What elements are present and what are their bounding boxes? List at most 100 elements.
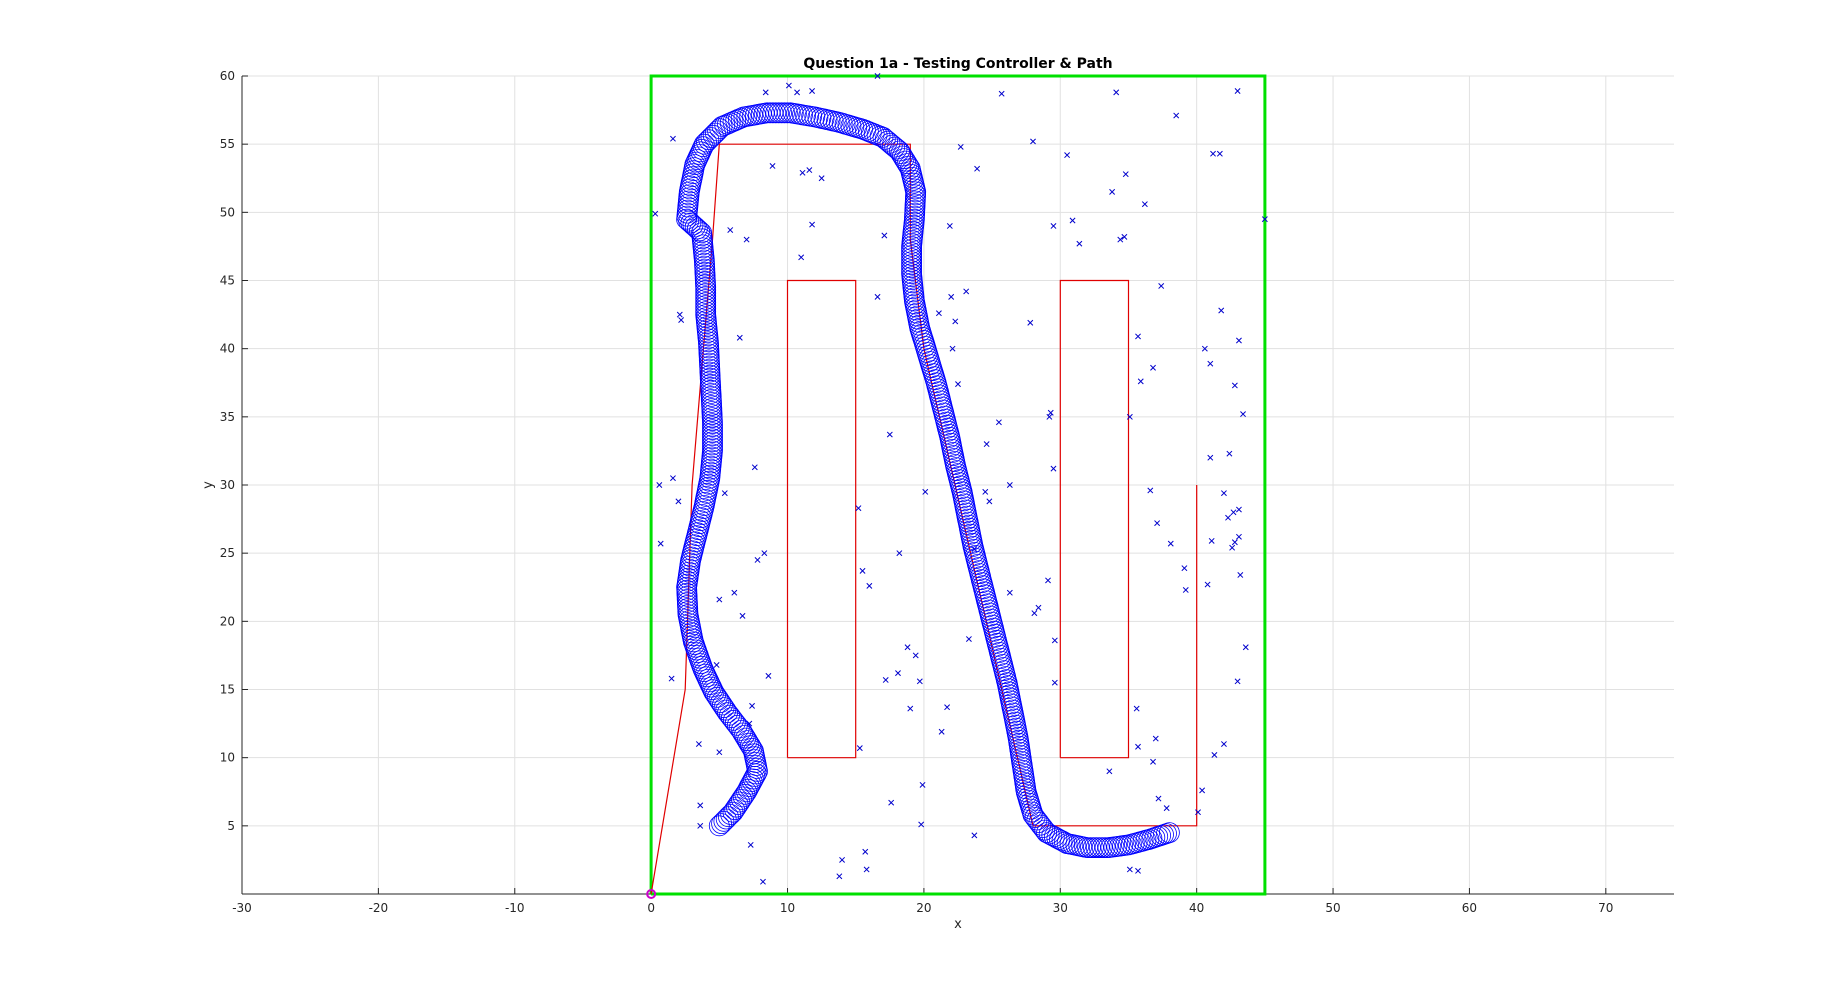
- sample-point: [1147, 487, 1154, 494]
- sample-points-layer: [652, 73, 1268, 885]
- sample-point: [668, 675, 675, 682]
- sample-point: [794, 89, 801, 96]
- sample-point: [1126, 866, 1133, 873]
- trajectory-marker: [901, 242, 922, 263]
- sample-point: [697, 822, 704, 829]
- sample-point: [1150, 758, 1156, 765]
- sample-point: [1199, 787, 1206, 794]
- sample-point: [798, 254, 805, 261]
- sample-point: [948, 293, 955, 300]
- trajectory-marker: [1085, 837, 1107, 858]
- sample-point: [1208, 537, 1215, 544]
- sample-point: [839, 856, 846, 863]
- sample-point: [676, 311, 683, 318]
- sample-point: [1030, 138, 1036, 145]
- sample-point: [716, 749, 723, 756]
- sample-point: [1122, 171, 1129, 178]
- y-tick-label: 25: [220, 546, 235, 560]
- sample-point: [765, 672, 772, 679]
- sample-point: [697, 802, 704, 809]
- trajectory-marker: [702, 416, 723, 438]
- trajectory-marker: [713, 697, 735, 718]
- sample-point: [1152, 735, 1159, 742]
- sample-point: [886, 431, 893, 438]
- sample-point: [1135, 743, 1141, 750]
- sample-point: [1117, 236, 1124, 243]
- sample-point: [955, 381, 961, 388]
- x-tick-label: 50: [1325, 901, 1340, 915]
- sample-point: [866, 582, 873, 589]
- grid-lines: [241, 75, 1674, 894]
- trajectory-marker: [695, 285, 717, 307]
- sample-point: [1220, 490, 1227, 497]
- trajectory-marker: [715, 699, 737, 721]
- sample-point: [739, 612, 746, 619]
- sample-point: [1137, 378, 1144, 385]
- y-tick-label: 60: [220, 69, 235, 83]
- trajectory-marker: [901, 251, 922, 273]
- y-axis-label: y: [201, 481, 216, 489]
- sample-point: [1006, 589, 1013, 596]
- sample-point: [1220, 741, 1227, 747]
- sample-point: [760, 878, 766, 885]
- sample-point: [1240, 411, 1246, 418]
- x-tick-label: 30: [1053, 901, 1068, 915]
- trajectory-marker: [901, 248, 922, 269]
- sample-point: [670, 475, 676, 482]
- sample-point: [974, 165, 981, 172]
- trajectory-marker: [901, 260, 922, 282]
- sample-point: [882, 677, 889, 683]
- trajectory-marker: [708, 815, 730, 837]
- trajectory-marker: [1083, 837, 1104, 858]
- x-axis-label: x: [954, 917, 962, 932]
- sample-point: [1133, 705, 1140, 712]
- trajectory-marker: [743, 740, 764, 762]
- sample-point: [1150, 364, 1156, 371]
- trajectory-marker: [1051, 830, 1073, 852]
- trajectory-marker: [884, 136, 906, 158]
- trajectory-marker: [719, 704, 740, 726]
- sample-point: [1182, 587, 1189, 593]
- sample-point: [806, 167, 813, 174]
- sample-point: [1235, 533, 1242, 540]
- trajectory-marker: [695, 292, 717, 313]
- sample-point: [918, 821, 925, 828]
- sample-point: [1210, 150, 1216, 157]
- axes: -30 -20 -10 0 10 20 30 40 50 60 70 5 10 15 20 25 30 35 40 4…: [220, 69, 1674, 915]
- sample-point: [938, 728, 945, 735]
- sample-point: [809, 88, 816, 94]
- sample-point: [912, 652, 919, 659]
- trajectory-marker: [1094, 837, 1116, 858]
- sample-point: [963, 288, 970, 295]
- sample-point: [874, 73, 881, 79]
- sample-point: [1155, 795, 1162, 802]
- trajectory-marker: [901, 254, 922, 276]
- y-tick-label: 40: [220, 342, 235, 356]
- trajectory-marker: [735, 727, 757, 749]
- sample-point: [895, 670, 901, 677]
- sample-point: [785, 82, 792, 89]
- sample-point: [1231, 382, 1238, 389]
- trajectory-marker: [898, 155, 920, 177]
- y-tick-label: 45: [220, 274, 235, 288]
- y-tick-label: 35: [220, 410, 235, 424]
- sample-point: [1113, 89, 1120, 96]
- sample-point: [1051, 637, 1058, 644]
- sample-point: [904, 644, 911, 651]
- sample-point: [971, 832, 978, 839]
- sample-point: [1050, 465, 1057, 472]
- trajectory-marker: [901, 245, 922, 266]
- sample-point: [1027, 319, 1034, 326]
- start-marker: [646, 889, 657, 899]
- trajectory-layer: [676, 102, 1180, 858]
- y-tick-label: 5: [227, 819, 235, 833]
- trajectory-marker: [710, 692, 732, 713]
- sample-point: [1158, 282, 1165, 289]
- trajectory-marker: [728, 108, 749, 130]
- sample-point: [995, 419, 1002, 426]
- sample-point: [1154, 520, 1161, 527]
- sample-point: [881, 232, 888, 239]
- y-tick-label: 30: [220, 478, 235, 492]
- trajectory-marker: [724, 799, 746, 820]
- y-tick-label: 50: [220, 205, 235, 219]
